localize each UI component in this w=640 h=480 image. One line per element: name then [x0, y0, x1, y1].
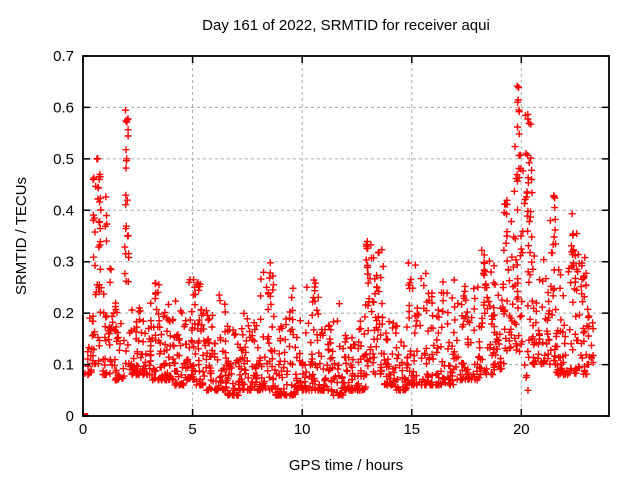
x-tick-label: 20	[513, 421, 530, 438]
y-axis-tick-labels: 0 0.1 0.2 0.3 0.4 0.5 0.6 0.7	[53, 48, 74, 425]
x-tick-label: 5	[188, 421, 196, 438]
x-axis-tick-labels: 0 5 10 15 20	[79, 421, 530, 438]
y-tick-label: 0.3	[53, 254, 74, 271]
y-tick-label: 0.5	[53, 151, 74, 168]
y-tick-label: 0	[66, 408, 74, 425]
x-tick-label: 0	[79, 421, 87, 438]
y-tick-label: 0.1	[53, 357, 74, 374]
y-tick-label: 0.2	[53, 305, 74, 322]
chart-title: Day 161 of 2022, SRMTID for receiver aqu…	[202, 17, 490, 34]
data-points	[82, 82, 597, 417]
grid-lines	[83, 56, 609, 416]
y-tick-label: 0.6	[53, 99, 74, 116]
y-tick-label: 0.4	[53, 202, 74, 219]
x-tick-label: 10	[294, 421, 311, 438]
x-tick-label: 15	[403, 421, 420, 438]
x-axis-label: GPS time / hours	[289, 457, 403, 474]
y-tick-label: 0.7	[53, 48, 74, 65]
y-axis-label: SRMTID / TECUs	[13, 177, 30, 295]
origin-square-marker	[82, 413, 89, 417]
plot-border	[82, 55, 610, 417]
